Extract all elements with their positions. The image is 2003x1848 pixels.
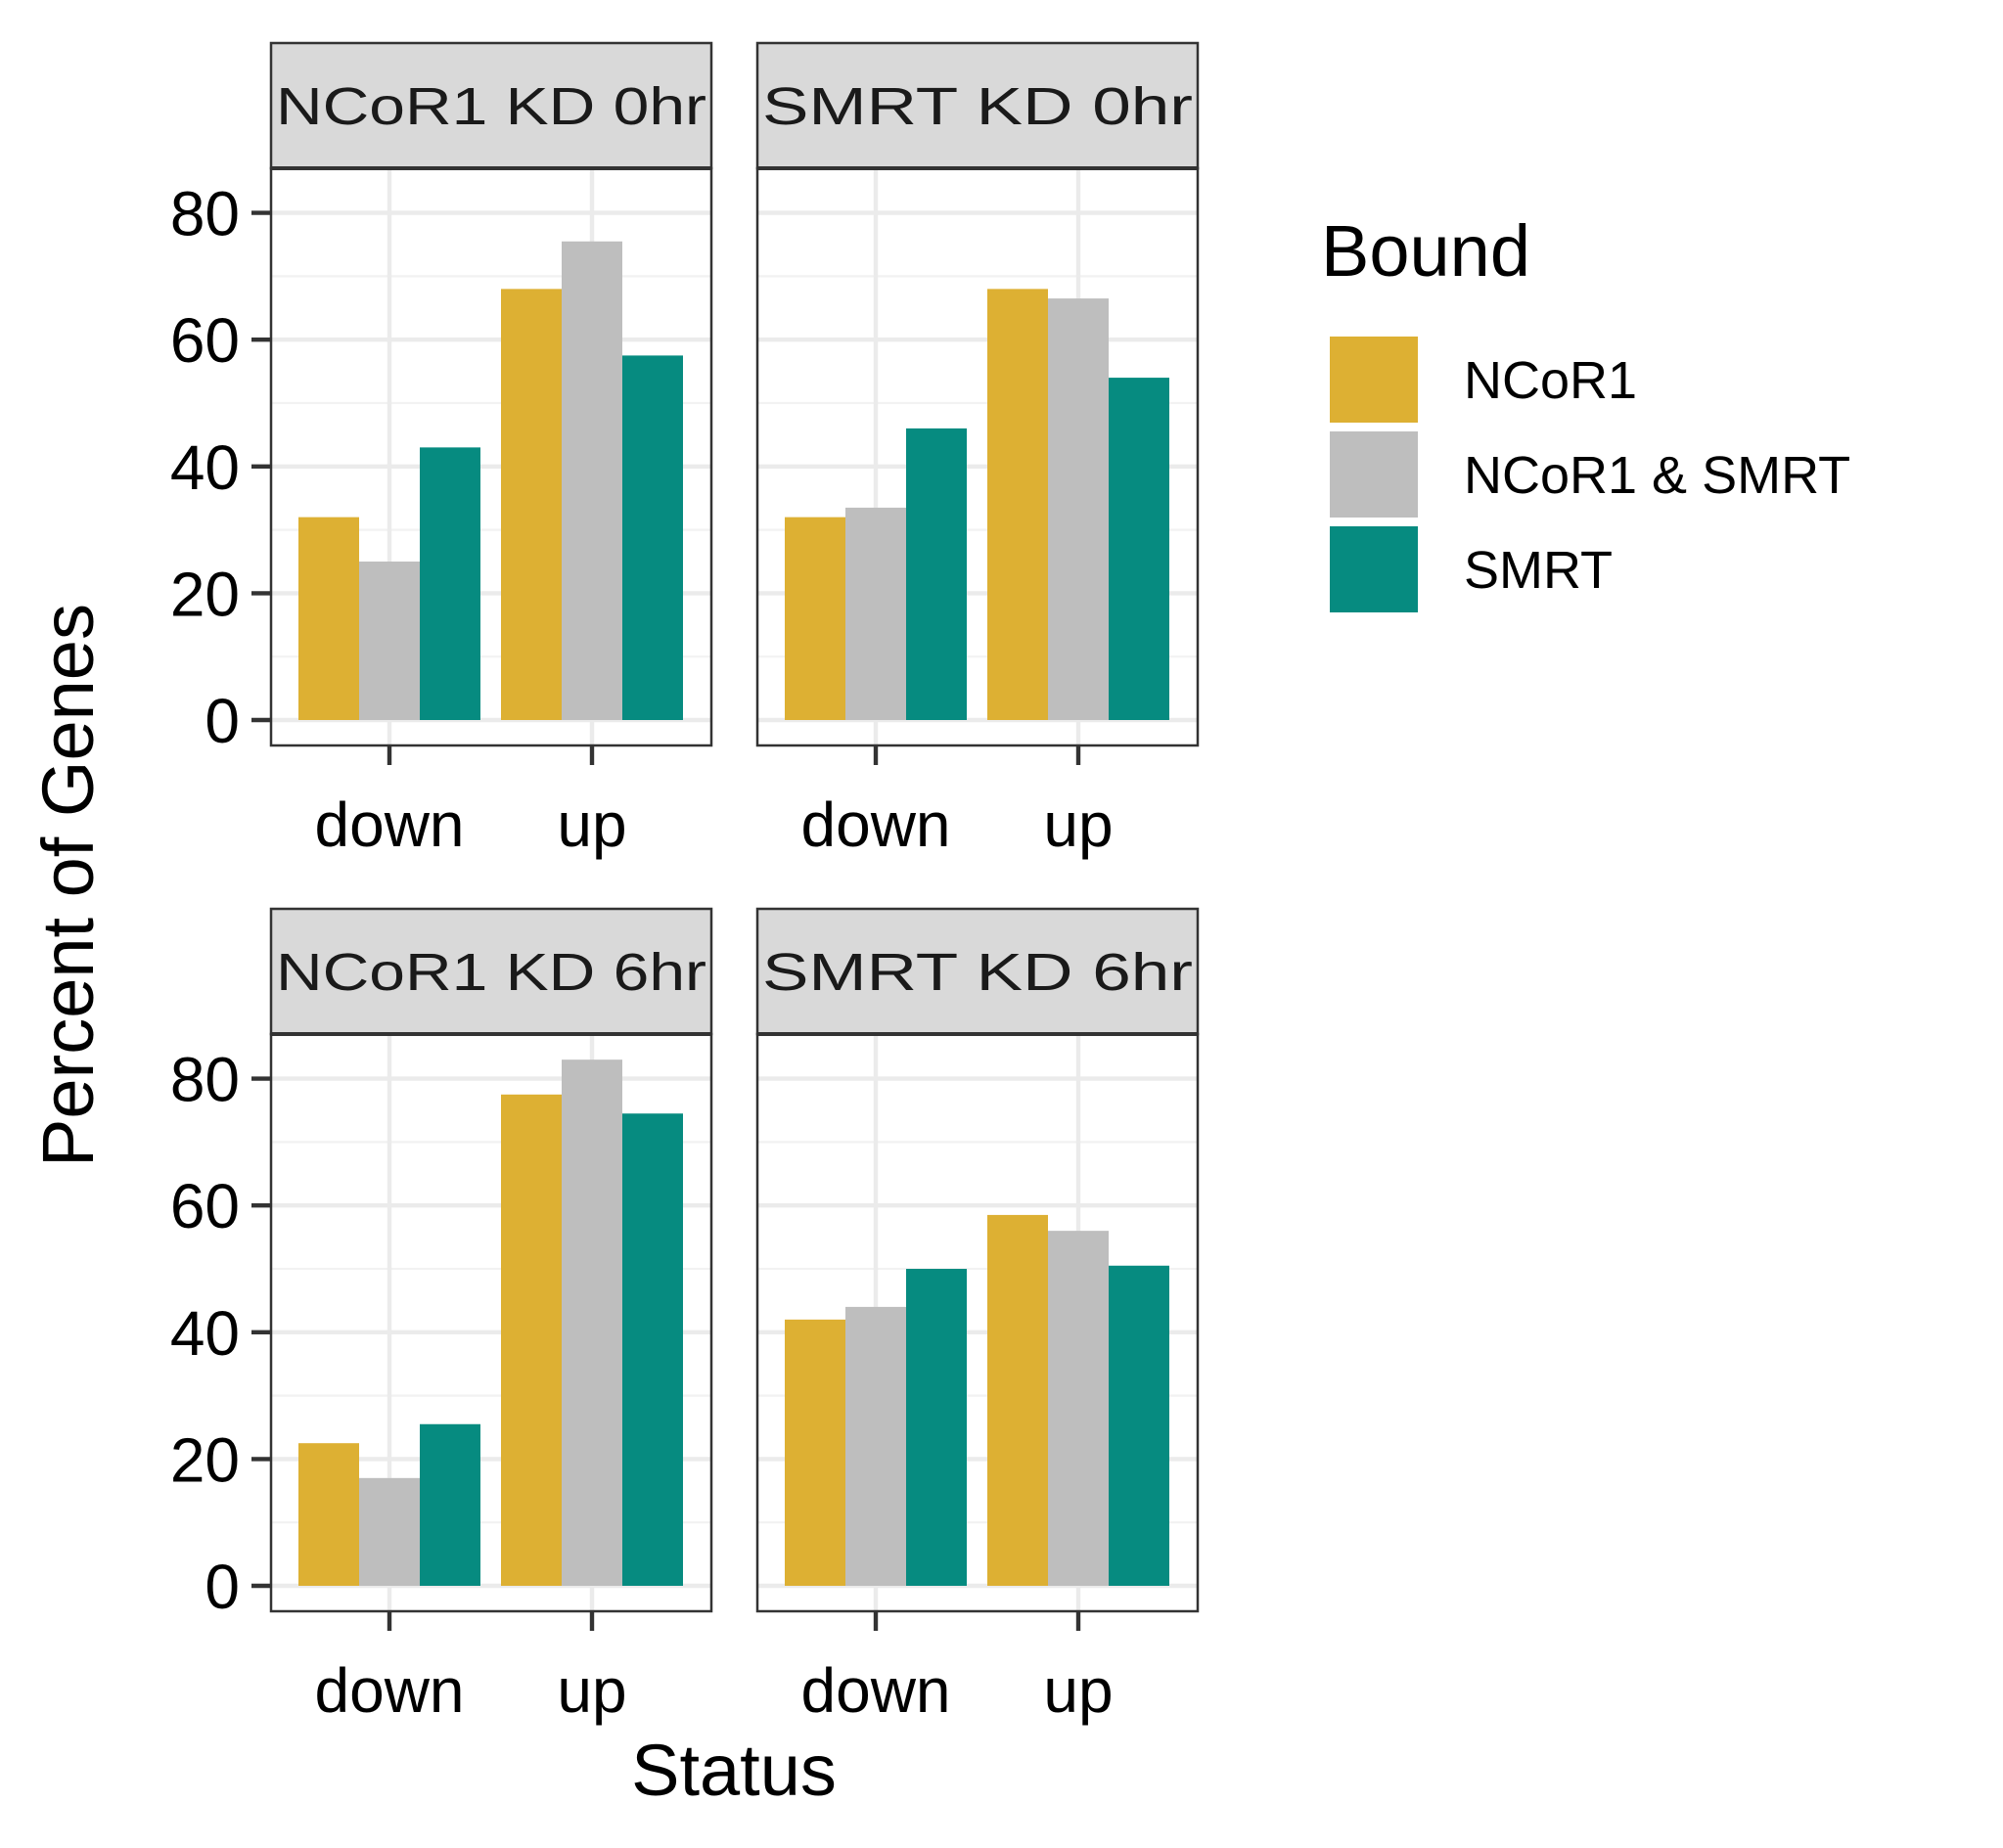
bar (1048, 1231, 1109, 1586)
y-tick-label: 80 (170, 1045, 240, 1115)
bar (987, 1214, 1048, 1586)
strip-title: NCoR1 KD 6hr (276, 943, 706, 1002)
legend-label: SMRT (1464, 541, 1613, 600)
bar (298, 517, 359, 720)
strip-background (269, 41, 713, 170)
bar (298, 1443, 359, 1586)
bar (906, 428, 967, 720)
x-tick-label: up (557, 789, 626, 860)
legend-label: NCoR1 (1464, 351, 1637, 410)
legend-key (1330, 431, 1418, 518)
chart-panels: NCoR1 KD 0hr SMRT KD 0hr NCoR1 KD 6hr SMRT … (269, 41, 1200, 1613)
bar (906, 1269, 967, 1586)
x-axis-title: Status (631, 1730, 837, 1811)
panel: NCoR1 KD 0hr (269, 41, 713, 747)
strip-background (755, 41, 1200, 170)
panel: NCoR1 KD 6hr (269, 907, 713, 1613)
strip-title: NCoR1 KD 0hr (276, 77, 706, 136)
panel: SMRT KD 0hr (755, 41, 1200, 747)
bar (501, 1094, 562, 1586)
legend: Bound NCoR1 NCoR1 & SMRT SMRT (1321, 210, 1850, 612)
x-tick-label: down (801, 1655, 951, 1726)
bar (562, 241, 622, 720)
x-tick-label: up (1043, 1655, 1113, 1726)
y-tick-label: 60 (170, 1171, 240, 1241)
legend-key (1330, 337, 1418, 423)
strip-title: SMRT KD 6hr (762, 943, 1193, 1002)
legend-label: NCoR1 & SMRT (1464, 446, 1850, 505)
bar (562, 1059, 622, 1586)
strip-background (269, 907, 713, 1036)
bar (845, 507, 906, 720)
legend-key (1330, 526, 1418, 612)
panel: SMRT KD 6hr (755, 907, 1200, 1613)
bar (420, 447, 480, 720)
bar (359, 1477, 420, 1586)
bar (420, 1423, 480, 1586)
bar (785, 517, 845, 720)
bar (845, 1306, 906, 1586)
y-tick-label: 40 (170, 432, 240, 503)
bar (622, 355, 683, 720)
bar (1109, 1265, 1169, 1586)
bar (1109, 378, 1169, 720)
x-tick-label: up (1043, 789, 1113, 860)
y-tick-label: 80 (170, 179, 240, 249)
y-tick-label: 20 (170, 1424, 240, 1495)
bar (987, 289, 1048, 720)
x-tick-label: down (315, 789, 465, 860)
x-tick-label: down (315, 1655, 465, 1726)
strip-title: SMRT KD 0hr (762, 77, 1193, 136)
y-tick-label: 0 (205, 686, 240, 756)
legend-title: Bound (1321, 210, 1530, 292)
strip-background (755, 907, 1200, 1036)
y-axis-title: Percent of Genes (27, 604, 109, 1167)
bar (622, 1113, 683, 1586)
y-axes: 0 20 40 60 80 0 20 40 60 80 (170, 179, 271, 1622)
x-tick-label: down (801, 789, 951, 860)
y-tick-label: 40 (170, 1298, 240, 1369)
x-axes: down up down up down up down up (315, 745, 1114, 1726)
bar (501, 289, 562, 720)
y-tick-label: 20 (170, 559, 240, 629)
bar (359, 562, 420, 720)
y-tick-label: 0 (205, 1552, 240, 1622)
x-tick-label: up (557, 1655, 626, 1726)
bar (1048, 298, 1109, 720)
y-tick-label: 60 (170, 305, 240, 376)
bar (785, 1319, 845, 1586)
